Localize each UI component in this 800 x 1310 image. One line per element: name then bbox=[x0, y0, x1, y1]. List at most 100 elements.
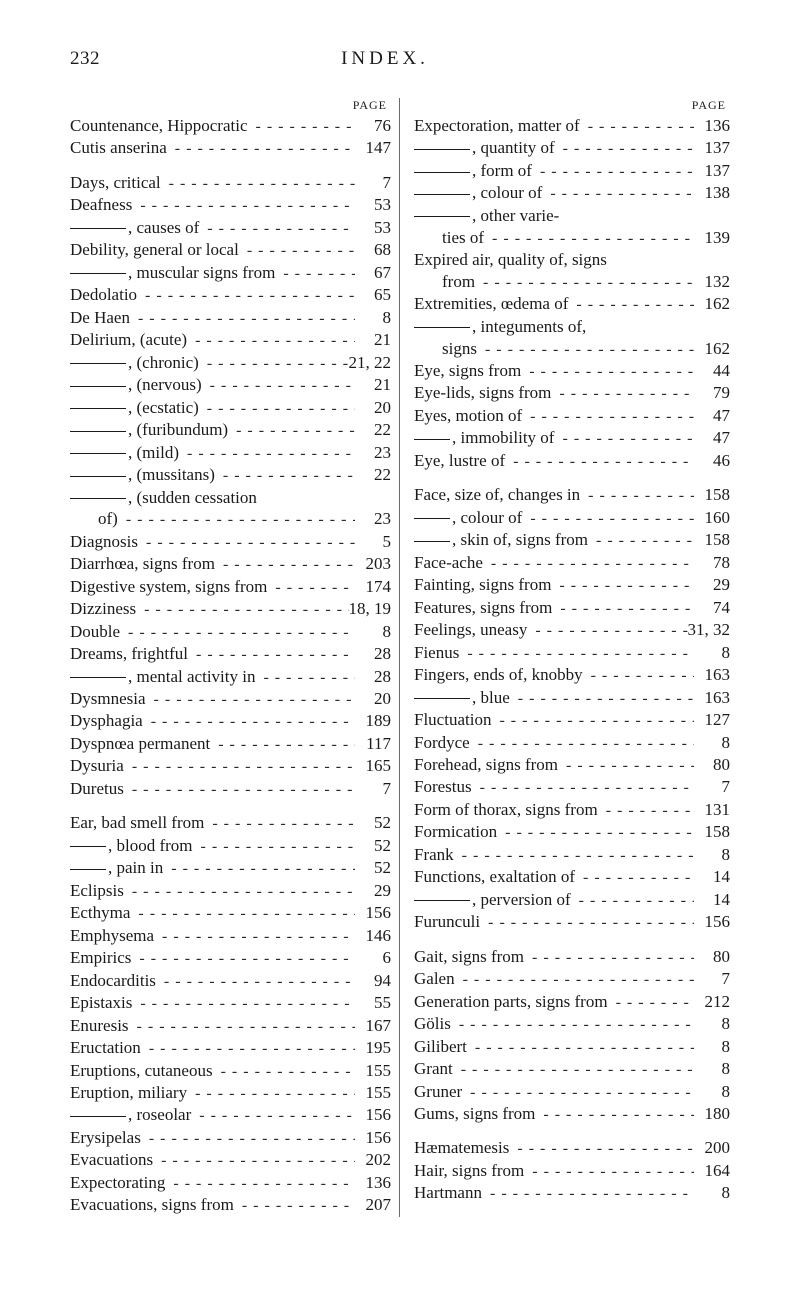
entry-page: 20 bbox=[355, 688, 391, 710]
index-entry: from------------------------------132 bbox=[414, 271, 730, 293]
index-entry: Face-ache------------------------------7… bbox=[414, 552, 730, 574]
entry-label: , mental activity in bbox=[70, 666, 255, 688]
leader-dashes: ------------------------------ bbox=[138, 533, 355, 553]
entry-page: 164 bbox=[694, 1160, 730, 1182]
index-entry: , roseolar------------------------------… bbox=[70, 1104, 391, 1126]
entry-page: 31, 32 bbox=[688, 619, 731, 641]
leader-dashes: ------------------------------ bbox=[141, 1039, 355, 1059]
index-entry: Delirium, (acute)-----------------------… bbox=[70, 329, 391, 351]
entry-label: , immobility of bbox=[414, 427, 554, 449]
index-entry: , (mild)------------------------------23 bbox=[70, 442, 391, 464]
index-entry: Hartmann------------------------------8 bbox=[414, 1182, 730, 1204]
entry-label: Eruption, miliary bbox=[70, 1082, 187, 1104]
index-entry: Eclipsis------------------------------29 bbox=[70, 880, 391, 902]
index-entry: Fluctuation-----------------------------… bbox=[414, 709, 730, 731]
entry-label: Features, signs from bbox=[414, 597, 552, 619]
entry-label: Delirium, (acute) bbox=[70, 329, 187, 351]
index-entry: Fordyce------------------------------8 bbox=[414, 732, 730, 754]
column-header-right: PAGE bbox=[414, 98, 730, 113]
index-entry: , muscular signs from-------------------… bbox=[70, 262, 391, 284]
index-entry: Fainting, signs from--------------------… bbox=[414, 574, 730, 596]
entry-page: 80 bbox=[694, 754, 730, 776]
entry-page: 156 bbox=[694, 911, 730, 933]
index-entry: , integuments of, bbox=[414, 316, 730, 338]
entry-label: Expired air, quality of, signs bbox=[414, 249, 607, 271]
entry-label: Gruner bbox=[414, 1081, 462, 1103]
entry-page: 165 bbox=[355, 755, 391, 777]
index-entry: ties of------------------------------139 bbox=[414, 227, 730, 249]
index-entry: Gruner------------------------------8 bbox=[414, 1081, 730, 1103]
leader-dashes: ------------------------------ bbox=[124, 882, 355, 902]
entry-label: Gilibert bbox=[414, 1036, 467, 1058]
index-entry: Dedolatio------------------------------6… bbox=[70, 284, 391, 306]
index-entry: signs------------------------------162 bbox=[414, 338, 730, 360]
entry-page: 189 bbox=[355, 710, 391, 732]
leader-dashes: ------------------------------ bbox=[255, 668, 355, 688]
entry-page: 139 bbox=[694, 227, 730, 249]
entry-page: 8 bbox=[355, 307, 391, 329]
leader-dashes: ------------------------------ bbox=[124, 757, 355, 777]
entry-page: 162 bbox=[694, 338, 730, 360]
entry-label: Digestive system, signs from bbox=[70, 576, 267, 598]
leader-dashes: ------------------------------ bbox=[234, 1196, 355, 1216]
leader-dashes: ------------------------------ bbox=[554, 429, 694, 449]
leader-dashes: ------------------------------ bbox=[484, 229, 694, 249]
index-entry: Eye, lustre of--------------------------… bbox=[414, 450, 730, 472]
index-entry: Empirics------------------------------6 bbox=[70, 947, 391, 969]
index-entry: Erysipelas------------------------------… bbox=[70, 1127, 391, 1149]
entry-label: , form of bbox=[414, 160, 532, 182]
index-entry: Gait, signs from------------------------… bbox=[414, 946, 730, 968]
ditto-rule bbox=[70, 228, 126, 229]
index-entry: Galen------------------------------7 bbox=[414, 968, 730, 990]
entry-page: 53 bbox=[355, 194, 391, 216]
entry-label: , (chronic) bbox=[70, 352, 199, 374]
entry-page: 155 bbox=[355, 1082, 391, 1104]
leader-dashes: ------------------------------ bbox=[161, 174, 355, 194]
entry-label: Dysuria bbox=[70, 755, 124, 777]
entry-label: , roseolar bbox=[70, 1104, 191, 1126]
leader-dashes: ------------------------------ bbox=[467, 1038, 694, 1058]
leader-dashes: ------------------------------ bbox=[598, 801, 694, 821]
leader-dashes: ------------------------------ bbox=[477, 340, 694, 360]
index-entry: Countenance, Hippocratic----------------… bbox=[70, 115, 391, 137]
entry-label: Epistaxis bbox=[70, 992, 132, 1014]
index-entry: Dyspnœa permanent-----------------------… bbox=[70, 733, 391, 755]
entry-label: Fienus bbox=[414, 642, 459, 664]
index-entry: , (ecstatic)----------------------------… bbox=[70, 397, 391, 419]
index-entry: Dreams, frightful-----------------------… bbox=[70, 643, 391, 665]
ditto-rule bbox=[414, 518, 450, 519]
blank-line bbox=[70, 160, 391, 172]
entry-page: 6 bbox=[355, 947, 391, 969]
entry-page: 212 bbox=[694, 991, 730, 1013]
leader-dashes: ------------------------------ bbox=[454, 846, 694, 866]
leader-dashes: ------------------------------ bbox=[575, 868, 694, 888]
index-entry: Ecthyma------------------------------156 bbox=[70, 902, 391, 924]
entry-page: 156 bbox=[355, 1104, 391, 1126]
entry-label: Diarrhœa, signs from bbox=[70, 553, 215, 575]
leader-dashes: ------------------------------ bbox=[555, 139, 694, 159]
index-entry: Gölis------------------------------8 bbox=[414, 1013, 730, 1035]
entry-label: Gait, signs from bbox=[414, 946, 524, 968]
leader-dashes: ------------------------------ bbox=[509, 1139, 694, 1159]
entry-page: 180 bbox=[694, 1103, 730, 1125]
entry-page: 158 bbox=[694, 484, 730, 506]
entry-page: 55 bbox=[355, 992, 391, 1014]
entry-page: 67 bbox=[355, 262, 391, 284]
index-entry: De Haen------------------------------8 bbox=[70, 307, 391, 329]
ditto-rule bbox=[414, 172, 470, 173]
leader-dashes: ------------------------------ bbox=[522, 407, 694, 427]
entry-label: , integuments of, bbox=[414, 316, 586, 338]
leader-dashes: ------------------------------ bbox=[187, 331, 355, 351]
index-entry: Expectoration, matter of----------------… bbox=[414, 115, 730, 137]
entry-label: , (nervous) bbox=[70, 374, 202, 396]
leader-dashes: ------------------------------ bbox=[583, 666, 694, 686]
entry-label: Fainting, signs from bbox=[414, 574, 551, 596]
index-entry: Evacuations, signs from-----------------… bbox=[70, 1194, 391, 1216]
leader-dashes: ------------------------------ bbox=[199, 219, 355, 239]
entry-page: 5 bbox=[355, 531, 391, 553]
entry-label: , (mild) bbox=[70, 442, 179, 464]
leader-dashes: ------------------------------ bbox=[187, 1084, 355, 1104]
index-entry: , pain in------------------------------5… bbox=[70, 857, 391, 879]
entry-page: 162 bbox=[694, 293, 730, 315]
leader-dashes: ------------------------------ bbox=[558, 756, 694, 776]
